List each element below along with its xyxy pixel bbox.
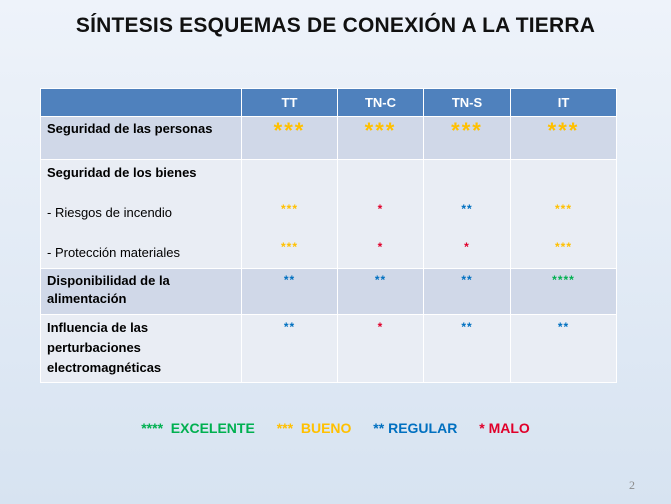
rating-cell: *** *** (510, 159, 617, 269)
rating-stars: ** (374, 273, 387, 287)
page-number: 2 (629, 478, 635, 492)
row-disponibilidad: Disponibilidad de la alimentación ** ** … (40, 268, 617, 315)
row-seguridad-bienes: Seguridad de los bienes - Riesgos de inc… (40, 159, 617, 269)
table-header-row: TT TN-C TN-S IT (40, 88, 617, 117)
slide-title: SÍNTESIS ESQUEMAS DE CONEXIÓN A LA TIERR… (75, 14, 596, 37)
rating-stars: ** (283, 273, 296, 287)
header-tn-s: TN-S (423, 88, 511, 117)
rating-cell: ** (337, 268, 424, 315)
rating-stars: ** (461, 320, 473, 334)
rating-stars: ** (461, 202, 473, 216)
header-corner (40, 88, 242, 117)
comparison-table: TT TN-C TN-S IT Seguridad de las persona… (40, 88, 617, 383)
row-label: Seguridad de las personas (40, 116, 242, 160)
rating-stars: * (377, 202, 384, 216)
header-tt: TT (241, 88, 338, 117)
sub-label-incendio: - Riesgos de incendio (47, 205, 173, 220)
rating-cell: ** (241, 268, 338, 315)
rating-stars: *** (364, 118, 397, 143)
rating-stars: * (377, 240, 384, 254)
rating-cell: *** (337, 116, 424, 160)
rating-stars: *** (451, 118, 483, 143)
rating-stars: ** (283, 320, 296, 334)
rating-cell: *** (510, 116, 617, 160)
legend-stars: ** (373, 420, 385, 436)
rating-cell: ** (423, 314, 511, 383)
legend-regular: ** REGULAR (373, 420, 457, 436)
legend-label: BUENO (300, 420, 352, 436)
header-it: IT (510, 88, 617, 117)
rating-stars: * (377, 320, 384, 334)
legend-stars: *** (276, 420, 294, 436)
rating-stars: ** (557, 320, 570, 334)
row-label: Disponibilidad de la alimentación (40, 268, 242, 315)
row-label: Seguridad de los bienes - Riesgos de inc… (40, 159, 242, 269)
rating-stars: **** (552, 273, 575, 287)
rating-cell: *** *** (241, 159, 338, 269)
rating-cell: ** * (423, 159, 511, 269)
legend-bueno: *** BUENO (277, 420, 352, 436)
legend-stars: **** (141, 420, 164, 436)
rating-cell: **** (510, 268, 617, 315)
row-label: Influencia de las perturbaciones electro… (40, 314, 242, 383)
rating-cell: ** (241, 314, 338, 383)
rating-stars: * (464, 240, 470, 254)
legend-excelente: **** EXCELENTE (141, 420, 255, 436)
rating-legend: **** EXCELENTE *** BUENO ** REGULAR * MA… (0, 420, 671, 436)
legend-label: EXCELENTE (170, 420, 255, 436)
rating-stars: *** (554, 240, 572, 254)
row-seguridad-personas: Seguridad de las personas *** *** *** **… (40, 116, 617, 160)
rating-stars: *** (273, 118, 306, 143)
header-tn-c: TN-C (337, 88, 424, 117)
legend-label: MALO (488, 420, 530, 436)
rating-stars: *** (280, 240, 298, 254)
rating-stars: *** (554, 202, 572, 216)
rating-stars: ** (461, 273, 473, 287)
rating-cell: ** (423, 268, 511, 315)
rating-cell: *** (423, 116, 511, 160)
row-heading: Seguridad de los bienes (47, 165, 197, 180)
sub-label-proteccion: - Protección materiales (47, 245, 180, 260)
rating-cell: * (337, 314, 424, 383)
rating-cell: * * (337, 159, 424, 269)
rating-cell: ** (510, 314, 617, 383)
row-influencia: Influencia de las perturbaciones electro… (40, 314, 617, 383)
rating-stars: *** (280, 202, 298, 216)
legend-stars: * (479, 420, 485, 436)
rating-cell: *** (241, 116, 338, 160)
rating-stars: *** (547, 118, 580, 143)
legend-malo: * MALO (479, 420, 530, 436)
legend-label: REGULAR (388, 420, 458, 436)
